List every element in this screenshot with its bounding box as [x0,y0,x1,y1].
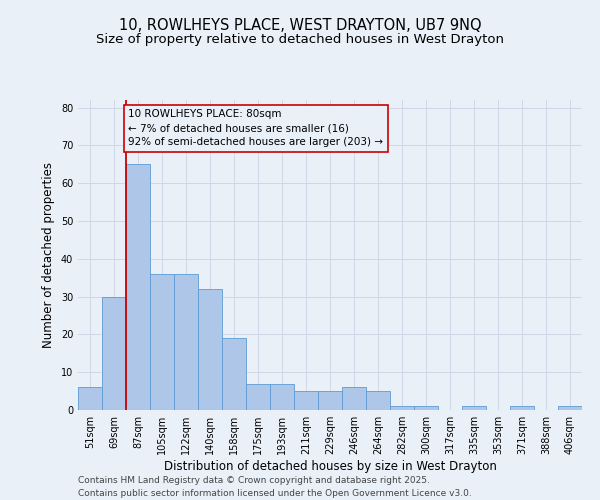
Bar [222,338,246,410]
Bar [366,391,390,410]
Bar [198,289,222,410]
Bar [126,164,150,410]
Bar [294,391,318,410]
Bar [390,406,414,410]
X-axis label: Distribution of detached houses by size in West Drayton: Distribution of detached houses by size … [164,460,496,473]
Bar [510,406,534,410]
Text: Contains HM Land Registry data © Crown copyright and database right 2025.
Contai: Contains HM Land Registry data © Crown c… [78,476,472,498]
Text: 10 ROWLHEYS PLACE: 80sqm
← 7% of detached houses are smaller (16)
92% of semi-de: 10 ROWLHEYS PLACE: 80sqm ← 7% of detache… [128,110,383,148]
Bar [342,388,366,410]
Bar [270,384,294,410]
Bar [174,274,198,410]
Bar [558,406,582,410]
Bar [102,296,126,410]
Text: Size of property relative to detached houses in West Drayton: Size of property relative to detached ho… [96,32,504,46]
Bar [414,406,438,410]
Bar [462,406,486,410]
Bar [246,384,270,410]
Bar [318,391,342,410]
Text: 10, ROWLHEYS PLACE, WEST DRAYTON, UB7 9NQ: 10, ROWLHEYS PLACE, WEST DRAYTON, UB7 9N… [119,18,481,32]
Bar [150,274,174,410]
Y-axis label: Number of detached properties: Number of detached properties [42,162,55,348]
Bar [78,388,102,410]
